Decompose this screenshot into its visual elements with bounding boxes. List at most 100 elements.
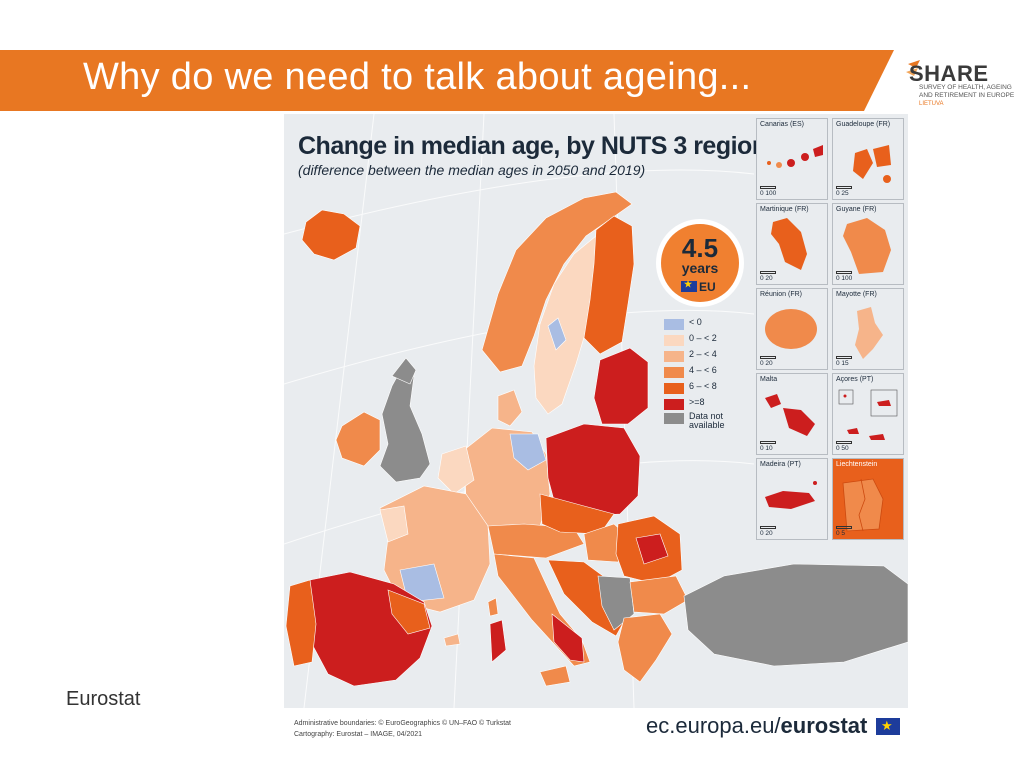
inset-scale: 0 25 [836,190,849,197]
legend-swatch [664,319,684,330]
inset-scale-bar [760,271,776,274]
share-logo-word: SHARE [909,61,989,86]
legend-swatch [664,335,684,346]
inset-scale-bar [760,526,776,529]
inset-acores: Açores (PT) 0 50 [832,373,904,455]
eu-average-badge: 4.5 years EU [656,219,744,307]
map-credits: Administrative boundaries: © EuroGeograp… [294,718,511,740]
map-subtitle: (difference between the median ages in 2… [298,162,646,178]
greece [617,613,673,683]
inset-scale: 0 50 [836,445,849,452]
inset-shape [765,481,817,509]
inset-scale: 0 100 [760,190,777,197]
legend-label: 2 – < 4 [689,349,717,359]
legend-label: 6 – < 8 [689,381,717,391]
legend-swatch [664,383,684,394]
banner-orange-band [0,50,1024,111]
inset-scale: 0 100 [836,275,853,282]
germany-east [509,433,547,471]
credits-boundaries: Administrative boundaries: © EuroGeograp… [294,720,512,727]
credits-cartography: Cartography: Eurostat – IMAGE, 04/2021 [294,731,423,738]
inset-scale-bar [836,526,852,529]
inset-shape [771,218,807,270]
slide-title: Why do we need to talk about ageing... [83,56,752,98]
inset-title: Canarias (ES) [760,121,804,128]
inset-title: Malta [760,376,778,383]
inset-title: Guyane (FR) [836,206,877,213]
spain-east [387,589,431,635]
italy-south [551,613,585,663]
inset-title: Madeira (PT) [760,461,801,468]
portugal [285,579,317,667]
eu-average-badge-circle: 4.5 years EU [661,224,739,302]
eu-average-unit: years [681,260,719,276]
inset-madeira: Madeira (PT) 0 20 [756,458,828,540]
romania-centre [635,533,669,565]
inset-shape [843,218,891,274]
finland [583,215,635,355]
ireland [335,411,381,467]
inset-title: Martinique (FR) [760,206,809,213]
inset-scale-bar [760,441,776,444]
inset-shape [767,145,823,168]
inset-scale-bar [760,186,776,189]
inset-shape [838,389,898,440]
legend-label: 0 – < 2 [689,333,717,343]
inset-scale: 0 20 [760,275,773,282]
sweden-east [547,317,567,351]
france-west [379,505,409,543]
inset-title: Liechtenstein [836,461,878,468]
poland [545,423,641,517]
eu-average-label-row: EU [681,279,716,294]
turkey [683,563,908,667]
sardinia [489,619,507,663]
legend-label: >=8 [689,397,705,407]
legend-label: < 0 [689,317,702,327]
eu-average-value: 4.5 [681,233,719,263]
eu-average-label: EU [699,280,716,294]
inset-title: Mayotte (FR) [836,291,877,298]
inset-mayotte: Mayotte (FR) 0 15 [832,288,904,370]
bulgaria [629,575,689,615]
inset-reunion: Réunion (FR) 0 20 [756,288,828,370]
inset-title: Açores (PT) [836,376,874,383]
balearic-islands [443,633,461,647]
inset-title: Réunion (FR) [760,291,803,298]
legend-swatch [664,399,684,410]
inset-title: Guadeloupe (FR) [836,121,891,128]
inset-shape [853,145,891,183]
inset-canarias: Canarias (ES) 0 100 [756,118,828,200]
inset-scale: 0 5 [836,530,846,537]
sicily [539,665,571,687]
share-logo-country: LIETUVA [919,101,944,107]
inset-scale: 0 20 [760,530,773,537]
inset-scale-bar [836,186,852,189]
denmark [497,389,523,427]
inset-liechtenstein: Liechtenstein 0 5 [832,458,904,540]
northern-scotland [391,357,417,385]
eurostat-url-brand: eurostat [780,713,868,738]
inset-scale: 0 10 [760,445,773,452]
legend-swatch [664,367,684,378]
inset-scale-bar [760,356,776,359]
inset-scale: 0 20 [760,360,773,367]
legend-label: Data not available [689,411,725,430]
eu-flag-icon: ★ [876,718,900,735]
inset-shape [855,307,883,359]
legend-swatch [664,351,684,362]
inset-shape [842,478,884,532]
europe-map [284,114,908,708]
eurostat-url-prefix: ec.europa.eu/ [646,713,781,738]
slide-source: Eurostat [66,688,141,710]
inset-scale-bar [836,271,852,274]
inset-martinique: Martinique (FR) 0 20 [756,203,828,285]
legend-swatch [664,413,684,424]
eu-flag-icon [681,279,697,292]
legend-label: 4 – < 6 [689,365,717,375]
share-logo-subtitle: SURVEY OF HEALTH, AGEING AND RETIREMENT … [919,84,1015,99]
eurostat-url: ec.europa.eu/eurostat [646,713,867,739]
corsica [487,597,499,617]
inset-guadeloupe: Guadeloupe (FR) 0 25 [832,118,904,200]
iceland [301,209,361,261]
inset-guyane: Guyane (FR) 0 100 [832,203,904,285]
